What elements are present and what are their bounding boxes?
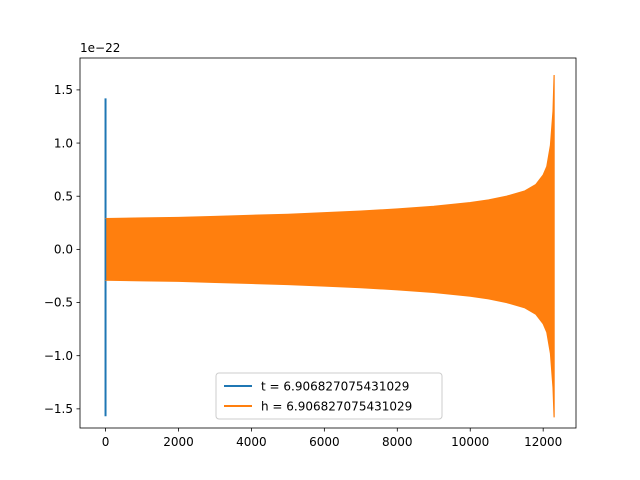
x-tick-label: 4000: [236, 435, 267, 449]
legend-label: h = 6.906827075431029: [261, 400, 412, 414]
x-axis: 0 2000 4000 6000 8000 10000 12000: [102, 428, 562, 449]
series-h-area: [104, 74, 555, 418]
y-tick-label: −1.0: [44, 349, 73, 363]
legend-box: [215, 372, 443, 420]
y-offset-label: 1e−22: [80, 41, 120, 55]
legend: t = 6.906827075431029 h = 6.9068270754310…: [215, 372, 443, 420]
y-tick-label: −0.5: [44, 296, 73, 310]
x-tick-label: 6000: [309, 435, 340, 449]
y-tick-label: −1.5: [44, 402, 73, 416]
y-axis: −1.5 −1.0 −0.5 0.0 0.5 1.0 1.5: [44, 83, 80, 416]
plot-area: [104, 74, 555, 418]
legend-label: t = 6.906827075431029: [261, 380, 409, 394]
x-tick-label: 0: [102, 435, 110, 449]
y-tick-label: 0.0: [54, 243, 73, 257]
axes-frame: [79, 57, 577, 429]
x-tick-label: 2000: [163, 435, 194, 449]
x-tick-label: 10000: [451, 435, 489, 449]
y-tick-label: 1.5: [54, 83, 73, 97]
x-tick-label: 12000: [524, 435, 562, 449]
y-tick-label: 0.5: [54, 189, 73, 203]
x-tick-label: 8000: [382, 435, 413, 449]
y-tick-label: 1.0: [54, 136, 73, 150]
